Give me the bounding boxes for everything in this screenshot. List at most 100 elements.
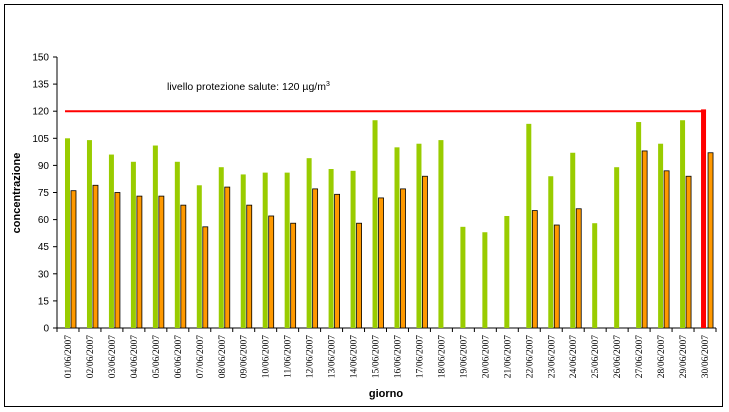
bar-series1 bbox=[570, 152, 576, 328]
x-axis: 01/06/2007 02/06/2007 03/06/2007 04/06/2007… bbox=[56, 327, 717, 379]
bar-series2 bbox=[92, 184, 99, 329]
x-tick-label: 03/06/2007 bbox=[108, 335, 118, 379]
bar-series1 bbox=[394, 147, 400, 328]
bar-series1 bbox=[306, 158, 312, 328]
threshold-label: livello protezione salute: 120 µg/m3 bbox=[167, 81, 330, 93]
y-axis: 0 15 30 45 60 75 90 105 120 135 150 bbox=[32, 53, 58, 335]
bar-series1 bbox=[284, 172, 290, 328]
bar-series1 bbox=[526, 123, 532, 328]
bar-series2 bbox=[400, 188, 406, 329]
bar-series1 bbox=[130, 161, 136, 328]
y-tick-label: 0 bbox=[43, 324, 49, 335]
bar-series1 bbox=[504, 215, 510, 328]
y-tick-label: 45 bbox=[38, 242, 50, 253]
bar-series1 bbox=[680, 120, 686, 328]
x-tick-label: 22/06/2007 bbox=[525, 335, 535, 379]
x-tick-label: 29/06/2007 bbox=[679, 335, 689, 379]
y-tick-label: 120 bbox=[32, 107, 49, 118]
bar-series2 bbox=[707, 152, 714, 329]
bar-series1 bbox=[372, 120, 378, 328]
bars bbox=[65, 109, 714, 329]
x-tick-label: 27/06/2007 bbox=[635, 335, 645, 379]
x-tick-label: 30/06/2007 bbox=[701, 335, 711, 379]
y-tick-label: 90 bbox=[38, 161, 50, 172]
x-tick-label: 01/06/2007 bbox=[64, 335, 74, 379]
bar-series1 bbox=[108, 154, 114, 328]
bar-series2 bbox=[312, 188, 319, 329]
bar-series2 bbox=[356, 222, 362, 329]
x-tick-label: 11/06/2007 bbox=[284, 335, 294, 378]
bar-series2 bbox=[575, 208, 582, 329]
x-tick-label: 20/06/2007 bbox=[481, 335, 491, 379]
bar-series2 bbox=[202, 226, 209, 329]
bar-series1 bbox=[328, 169, 334, 328]
bar-series1 bbox=[482, 232, 488, 328]
y-tick-label: 75 bbox=[38, 188, 50, 199]
bar-series1 bbox=[548, 176, 554, 328]
x-tick-label: 21/06/2007 bbox=[503, 335, 513, 379]
bar-series1 bbox=[240, 174, 246, 328]
x-tick-label: 26/06/2007 bbox=[613, 335, 623, 379]
x-tick-label: 17/06/2007 bbox=[415, 335, 425, 379]
bar-series1 bbox=[636, 122, 642, 328]
bar-series1 bbox=[65, 138, 70, 328]
y-tick-label: 30 bbox=[38, 269, 50, 280]
bar-series2 bbox=[531, 210, 538, 329]
y-tick-label: 135 bbox=[32, 80, 49, 91]
x-axis-title: giorno bbox=[369, 388, 403, 400]
x-tick-label: 08/06/2007 bbox=[218, 335, 228, 379]
x-tick-label: 19/06/2007 bbox=[459, 335, 469, 379]
y-tick-label: 150 bbox=[32, 53, 49, 64]
bar-series2 bbox=[136, 195, 143, 329]
bar-series1 bbox=[614, 167, 620, 328]
x-tick-label: 05/06/2007 bbox=[152, 335, 162, 379]
y-tick-label: 15 bbox=[38, 296, 50, 307]
bar-series2 bbox=[70, 190, 77, 329]
bar-series1 bbox=[218, 167, 224, 328]
x-tick-label: 16/06/2007 bbox=[393, 335, 403, 379]
x-tick-label: 06/06/2007 bbox=[174, 335, 184, 379]
bar-series1 bbox=[658, 143, 664, 328]
bar-series1 bbox=[592, 223, 598, 328]
bar-series1 bbox=[196, 185, 202, 328]
chart-frame bbox=[4, 4, 723, 407]
x-tick-label: 14/06/2007 bbox=[350, 335, 360, 379]
bar-series2 bbox=[180, 204, 187, 329]
bar-series2 bbox=[224, 186, 231, 329]
bar-series2 bbox=[334, 193, 341, 329]
bar-series2 bbox=[246, 204, 253, 329]
x-tick-label: 18/06/2007 bbox=[437, 335, 447, 379]
bar-series2 bbox=[553, 224, 560, 329]
bar-series2 bbox=[114, 192, 121, 329]
y-tick-label: 105 bbox=[32, 134, 49, 145]
bar-series2 bbox=[422, 175, 428, 329]
x-tick-label: 09/06/2007 bbox=[240, 335, 250, 379]
x-tick-label: 23/06/2007 bbox=[547, 335, 557, 379]
x-tick-label: 04/06/2007 bbox=[130, 335, 140, 379]
bar-series1 bbox=[152, 145, 158, 328]
x-tick-label: 12/06/2007 bbox=[306, 335, 316, 379]
threshold-label-superscript: 3 bbox=[326, 81, 330, 88]
x-tick-label: 24/06/2007 bbox=[569, 335, 579, 379]
bar-series1 bbox=[86, 140, 92, 328]
x-tick-label: 02/06/2007 bbox=[86, 335, 96, 379]
bar-series2 bbox=[290, 222, 297, 329]
x-tick-label: 25/06/2007 bbox=[591, 335, 601, 379]
bar-series1 bbox=[416, 143, 422, 328]
bar-series1 bbox=[350, 170, 356, 328]
bar-series2 bbox=[378, 197, 384, 329]
y-tick-label: 60 bbox=[38, 215, 50, 226]
bar-series2 bbox=[268, 215, 275, 329]
threshold-label-text: livello protezione salute: 120 µg/m bbox=[167, 81, 326, 93]
bar-series1 bbox=[460, 226, 466, 328]
bar-series2 bbox=[641, 150, 648, 329]
bar-series2 bbox=[158, 195, 165, 329]
bar-series2 bbox=[663, 170, 670, 329]
x-tick-label: 07/06/2007 bbox=[196, 335, 206, 379]
bar-series2 bbox=[685, 175, 692, 329]
bar-series1 bbox=[438, 140, 444, 328]
bar-series1 bbox=[262, 172, 268, 328]
x-tick-label: 15/06/2007 bbox=[372, 335, 382, 379]
last-day-bar bbox=[701, 109, 707, 328]
